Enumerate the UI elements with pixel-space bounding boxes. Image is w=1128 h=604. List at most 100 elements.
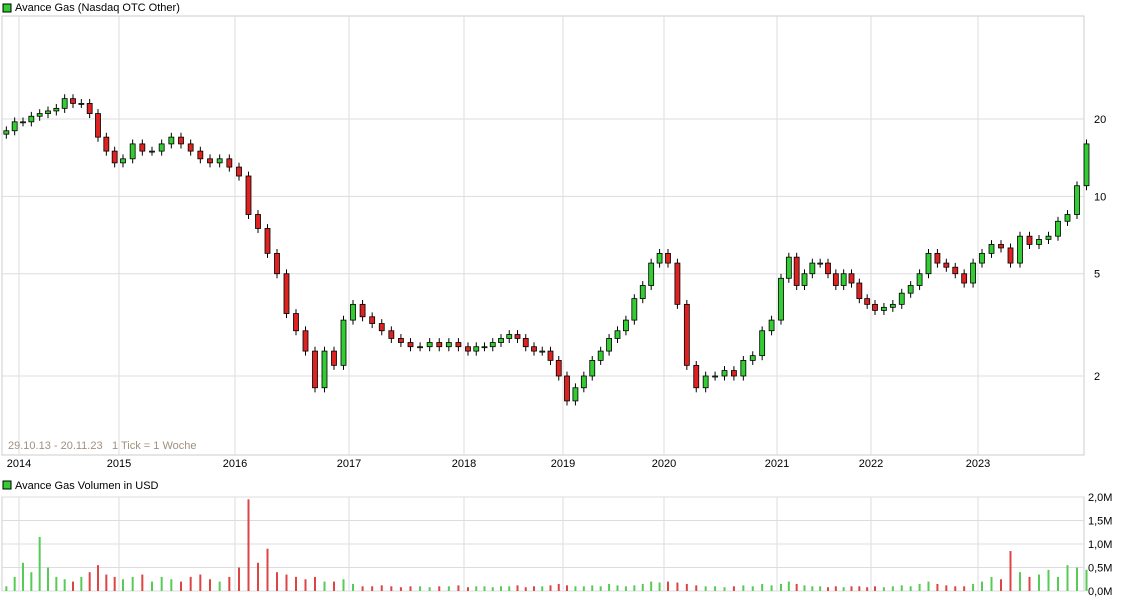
- volume-bar: [199, 574, 202, 591]
- volume-bar: [850, 586, 853, 591]
- volume-bar: [842, 587, 845, 591]
- volume-bar: [751, 586, 754, 591]
- volume-bar: [827, 587, 829, 591]
- volume-bar: [566, 585, 568, 591]
- volume-title: Avance Gas Volumen in USD: [15, 480, 159, 492]
- axis-labels: 2014 2015 2016 2017 2018 2019 2020 2021 2022 2023…: [7, 114, 1113, 598]
- candle: [445, 342, 452, 348]
- volume-bar: [742, 585, 745, 591]
- candle: [283, 273, 290, 314]
- candle: [359, 303, 366, 318]
- candle: [731, 370, 737, 377]
- candle: [793, 256, 800, 286]
- volume-bar: [945, 585, 948, 591]
- candle: [631, 298, 638, 321]
- candle: [712, 375, 718, 378]
- candle: [1036, 239, 1042, 245]
- x-tick-label: 2019: [551, 458, 575, 470]
- volume-bar: [695, 585, 698, 591]
- candle: [825, 262, 831, 275]
- volume-bar: [438, 586, 441, 591]
- candle: [158, 143, 165, 152]
- volume-bar: [616, 585, 619, 591]
- volume-bar: [55, 576, 58, 591]
- candle: [139, 143, 146, 152]
- candle: [455, 342, 462, 348]
- candle: [864, 298, 871, 305]
- candle: [564, 375, 570, 402]
- candle: [120, 158, 126, 164]
- volume-bar: [285, 574, 288, 591]
- volume-bar: [1085, 569, 1088, 591]
- volume-bar: [667, 581, 669, 591]
- candle: [216, 158, 223, 164]
- candle: [1045, 235, 1052, 240]
- volume-bar: [457, 585, 460, 591]
- volume-bar: [189, 576, 192, 591]
- candle: [264, 228, 271, 254]
- volume-bar: [5, 586, 8, 591]
- volume-bar: [80, 576, 83, 591]
- volume-bar: [508, 586, 511, 591]
- candle: [872, 303, 878, 311]
- volume-bar: [170, 579, 173, 591]
- price-title: Avance Gas (Nasdaq OTC Other): [15, 2, 180, 14]
- candle: [801, 273, 808, 286]
- volume-bar: [380, 585, 383, 591]
- candle: [11, 121, 18, 132]
- candle: [3, 130, 10, 135]
- candle: [168, 136, 175, 145]
- volume-bar: [180, 581, 182, 591]
- candle: [78, 103, 85, 105]
- volume-bar: [491, 587, 494, 591]
- volume-tick-label: 1,0M: [1088, 539, 1112, 551]
- volume-bar: [323, 581, 326, 591]
- volume-bar: [557, 583, 560, 591]
- candle: [45, 110, 51, 114]
- candle: [350, 303, 356, 321]
- volume-bar: [475, 586, 478, 591]
- volume-bar: [882, 587, 885, 591]
- volume-bar: [866, 587, 869, 591]
- candle: [465, 346, 471, 352]
- volume-bar: [704, 586, 707, 591]
- candle: [749, 355, 756, 361]
- candle: [129, 143, 136, 160]
- candle: [721, 370, 728, 377]
- volume-bar: [811, 586, 814, 591]
- volume-bar: [685, 583, 688, 591]
- candle: [293, 313, 299, 332]
- candle: [498, 338, 504, 343]
- candle: [979, 252, 985, 264]
- candle: [70, 98, 76, 104]
- volume-bar: [352, 583, 354, 591]
- volume-bar: [787, 581, 790, 591]
- volume-bar: [113, 576, 116, 591]
- candle: [943, 262, 950, 268]
- candle: [331, 350, 337, 366]
- volume-bar: [1038, 574, 1040, 591]
- volume-bar: [541, 586, 544, 591]
- candle: [506, 334, 513, 339]
- volume-bar: [918, 583, 921, 591]
- x-tick-label: 2015: [107, 458, 131, 470]
- candle: [321, 350, 328, 389]
- volume-bar: [1028, 576, 1031, 591]
- candle: [925, 252, 932, 275]
- volume-bar: [97, 565, 99, 591]
- volume-bar: [399, 587, 402, 591]
- candle: [514, 334, 521, 339]
- x-tick-label: 2016: [223, 458, 247, 470]
- volume-bar: [151, 581, 153, 591]
- volume-bar: [1000, 579, 1002, 591]
- volume-bar: [209, 579, 211, 591]
- volume-bar: [22, 562, 24, 591]
- candle: [53, 107, 60, 112]
- candle: [817, 262, 824, 265]
- candle: [572, 387, 579, 402]
- candle: [648, 262, 655, 286]
- candle: [702, 375, 709, 389]
- candle: [832, 273, 839, 286]
- candle: [236, 166, 242, 177]
- candle: [103, 136, 110, 152]
